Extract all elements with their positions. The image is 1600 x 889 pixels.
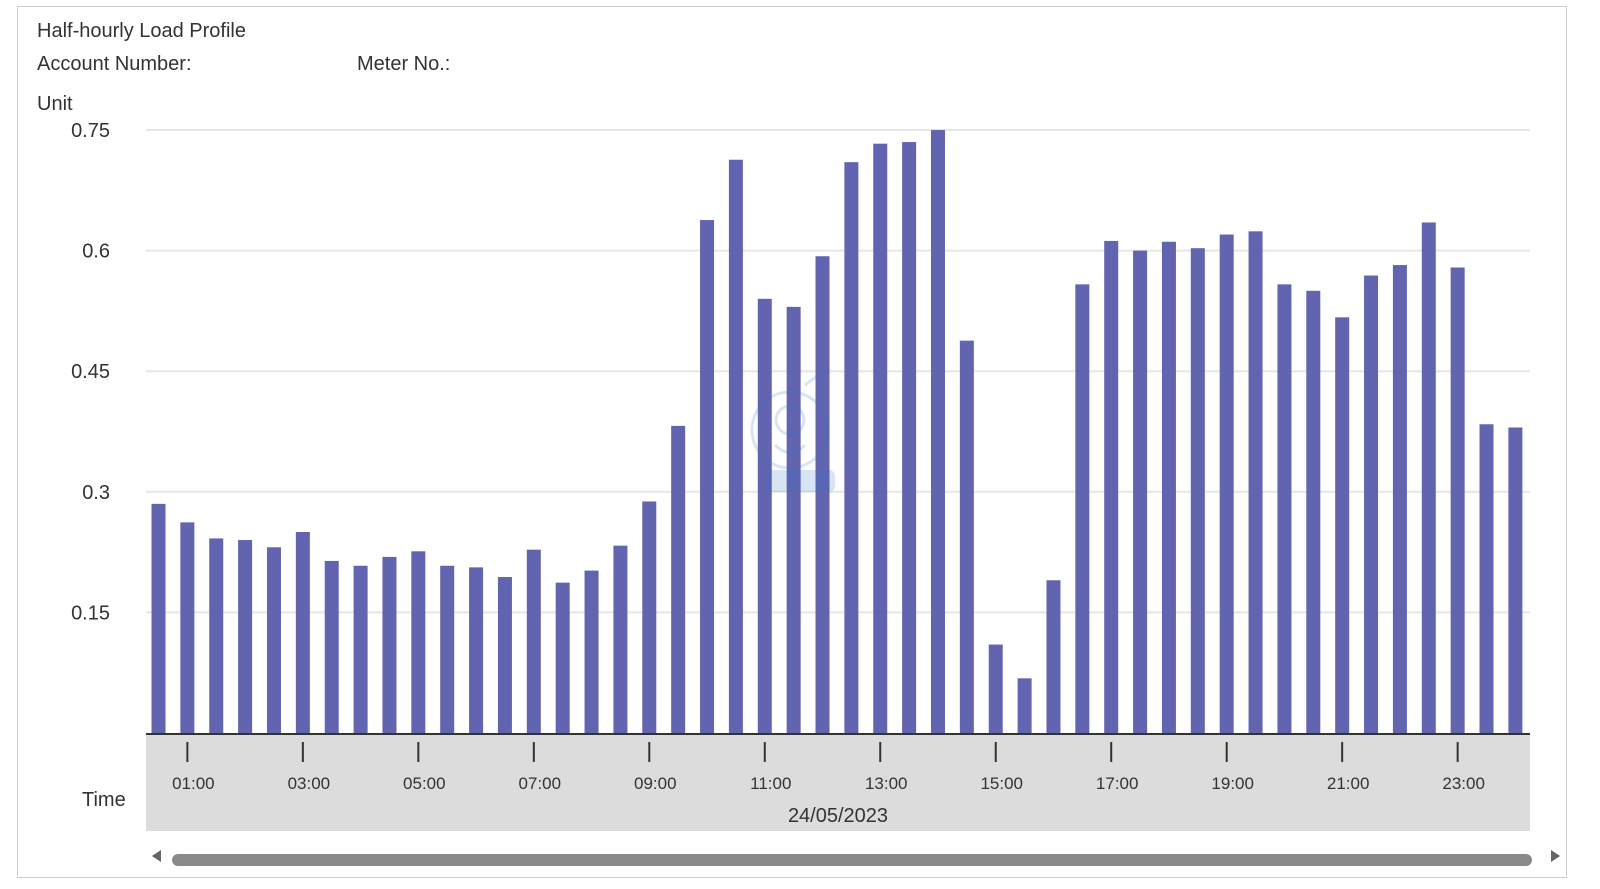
bar [180, 522, 195, 733]
x-axis-band [146, 735, 1530, 831]
x-tick-label: 01:00 [172, 774, 215, 793]
x-tick-label: 11:00 [750, 774, 791, 793]
bar [844, 162, 859, 733]
scrollbar-thumb[interactable] [172, 854, 1532, 866]
x-tick-label: 21:00 [1327, 774, 1370, 793]
x-tick-label: 13:00 [865, 774, 908, 793]
bar [324, 560, 339, 733]
bar [613, 545, 628, 733]
bar [786, 306, 801, 733]
x-ticks: 01:00 03:00 05:00 07:00 09:00 11:00 13:00 15:00… [172, 742, 1485, 793]
bar [1133, 250, 1148, 733]
bar [1046, 580, 1061, 733]
y-tick-labels: 0.15 0.3 0.45 0.6 0.75 [71, 120, 110, 624]
meter-number-label: Meter No.: [357, 53, 451, 75]
bar [1104, 240, 1119, 733]
bar [238, 540, 253, 733]
bar [1364, 275, 1379, 733]
x-tick-label: 17:00 [1096, 774, 1139, 793]
bar [1075, 284, 1090, 733]
bar [266, 547, 281, 733]
bar [497, 577, 512, 733]
arrow-left-icon[interactable] [152, 850, 161, 862]
x-tick-label: 15:00 [980, 774, 1023, 793]
bar [642, 501, 657, 733]
bar [1421, 222, 1436, 733]
bar [728, 159, 743, 734]
bar [1190, 248, 1205, 734]
x-tick-label: 07:00 [519, 774, 562, 793]
bar [815, 256, 830, 733]
bar [959, 340, 974, 733]
date-label: 24/05/2023 [788, 805, 888, 827]
x-tick-label: 05:00 [403, 774, 446, 793]
bar [1508, 427, 1523, 733]
bar [1306, 290, 1321, 733]
y-tick-label: 0.75 [71, 120, 110, 142]
bar [295, 532, 310, 733]
x-tick-label: 03:00 [288, 774, 331, 793]
bar [151, 503, 166, 733]
y-tick-label: 0.45 [71, 361, 110, 383]
y-axis-title: Unit [37, 93, 73, 115]
bar [1161, 241, 1176, 734]
bar [584, 570, 599, 733]
x-tick-label: 23:00 [1442, 774, 1485, 793]
bar [1335, 317, 1350, 733]
bar [526, 549, 541, 733]
y-tick-label: 0.15 [71, 602, 110, 624]
bar [440, 565, 455, 733]
bar [902, 142, 917, 733]
chart-title: Half-hourly Load Profile [37, 20, 246, 42]
y-tick-label: 0.6 [82, 241, 110, 263]
bar [1392, 265, 1407, 733]
bar [382, 556, 397, 733]
x-tick-label: 09:00 [634, 774, 677, 793]
y-tick-label: 0.3 [82, 482, 110, 504]
bar [988, 644, 1003, 733]
bar [700, 220, 715, 734]
bar [469, 567, 484, 733]
bar [930, 130, 945, 733]
bar [555, 582, 570, 733]
arrow-right-icon[interactable] [1551, 850, 1560, 862]
bar [1219, 234, 1234, 733]
bar [1248, 231, 1263, 733]
watermark-logo-icon [750, 366, 835, 492]
gridlines [146, 129, 1530, 614]
bar [757, 298, 772, 733]
account-number-label: Account Number: [37, 53, 192, 75]
bar [209, 538, 224, 733]
bar [1450, 267, 1465, 733]
bars [151, 130, 1523, 734]
x-tick-label: 19:00 [1211, 774, 1254, 793]
bar [411, 551, 426, 733]
bar [353, 565, 368, 733]
bar [1277, 284, 1292, 733]
bar [1479, 424, 1494, 733]
bar [1017, 678, 1032, 733]
bar [873, 143, 888, 734]
x-axis-title: Time [82, 789, 126, 811]
bar [671, 425, 686, 733]
